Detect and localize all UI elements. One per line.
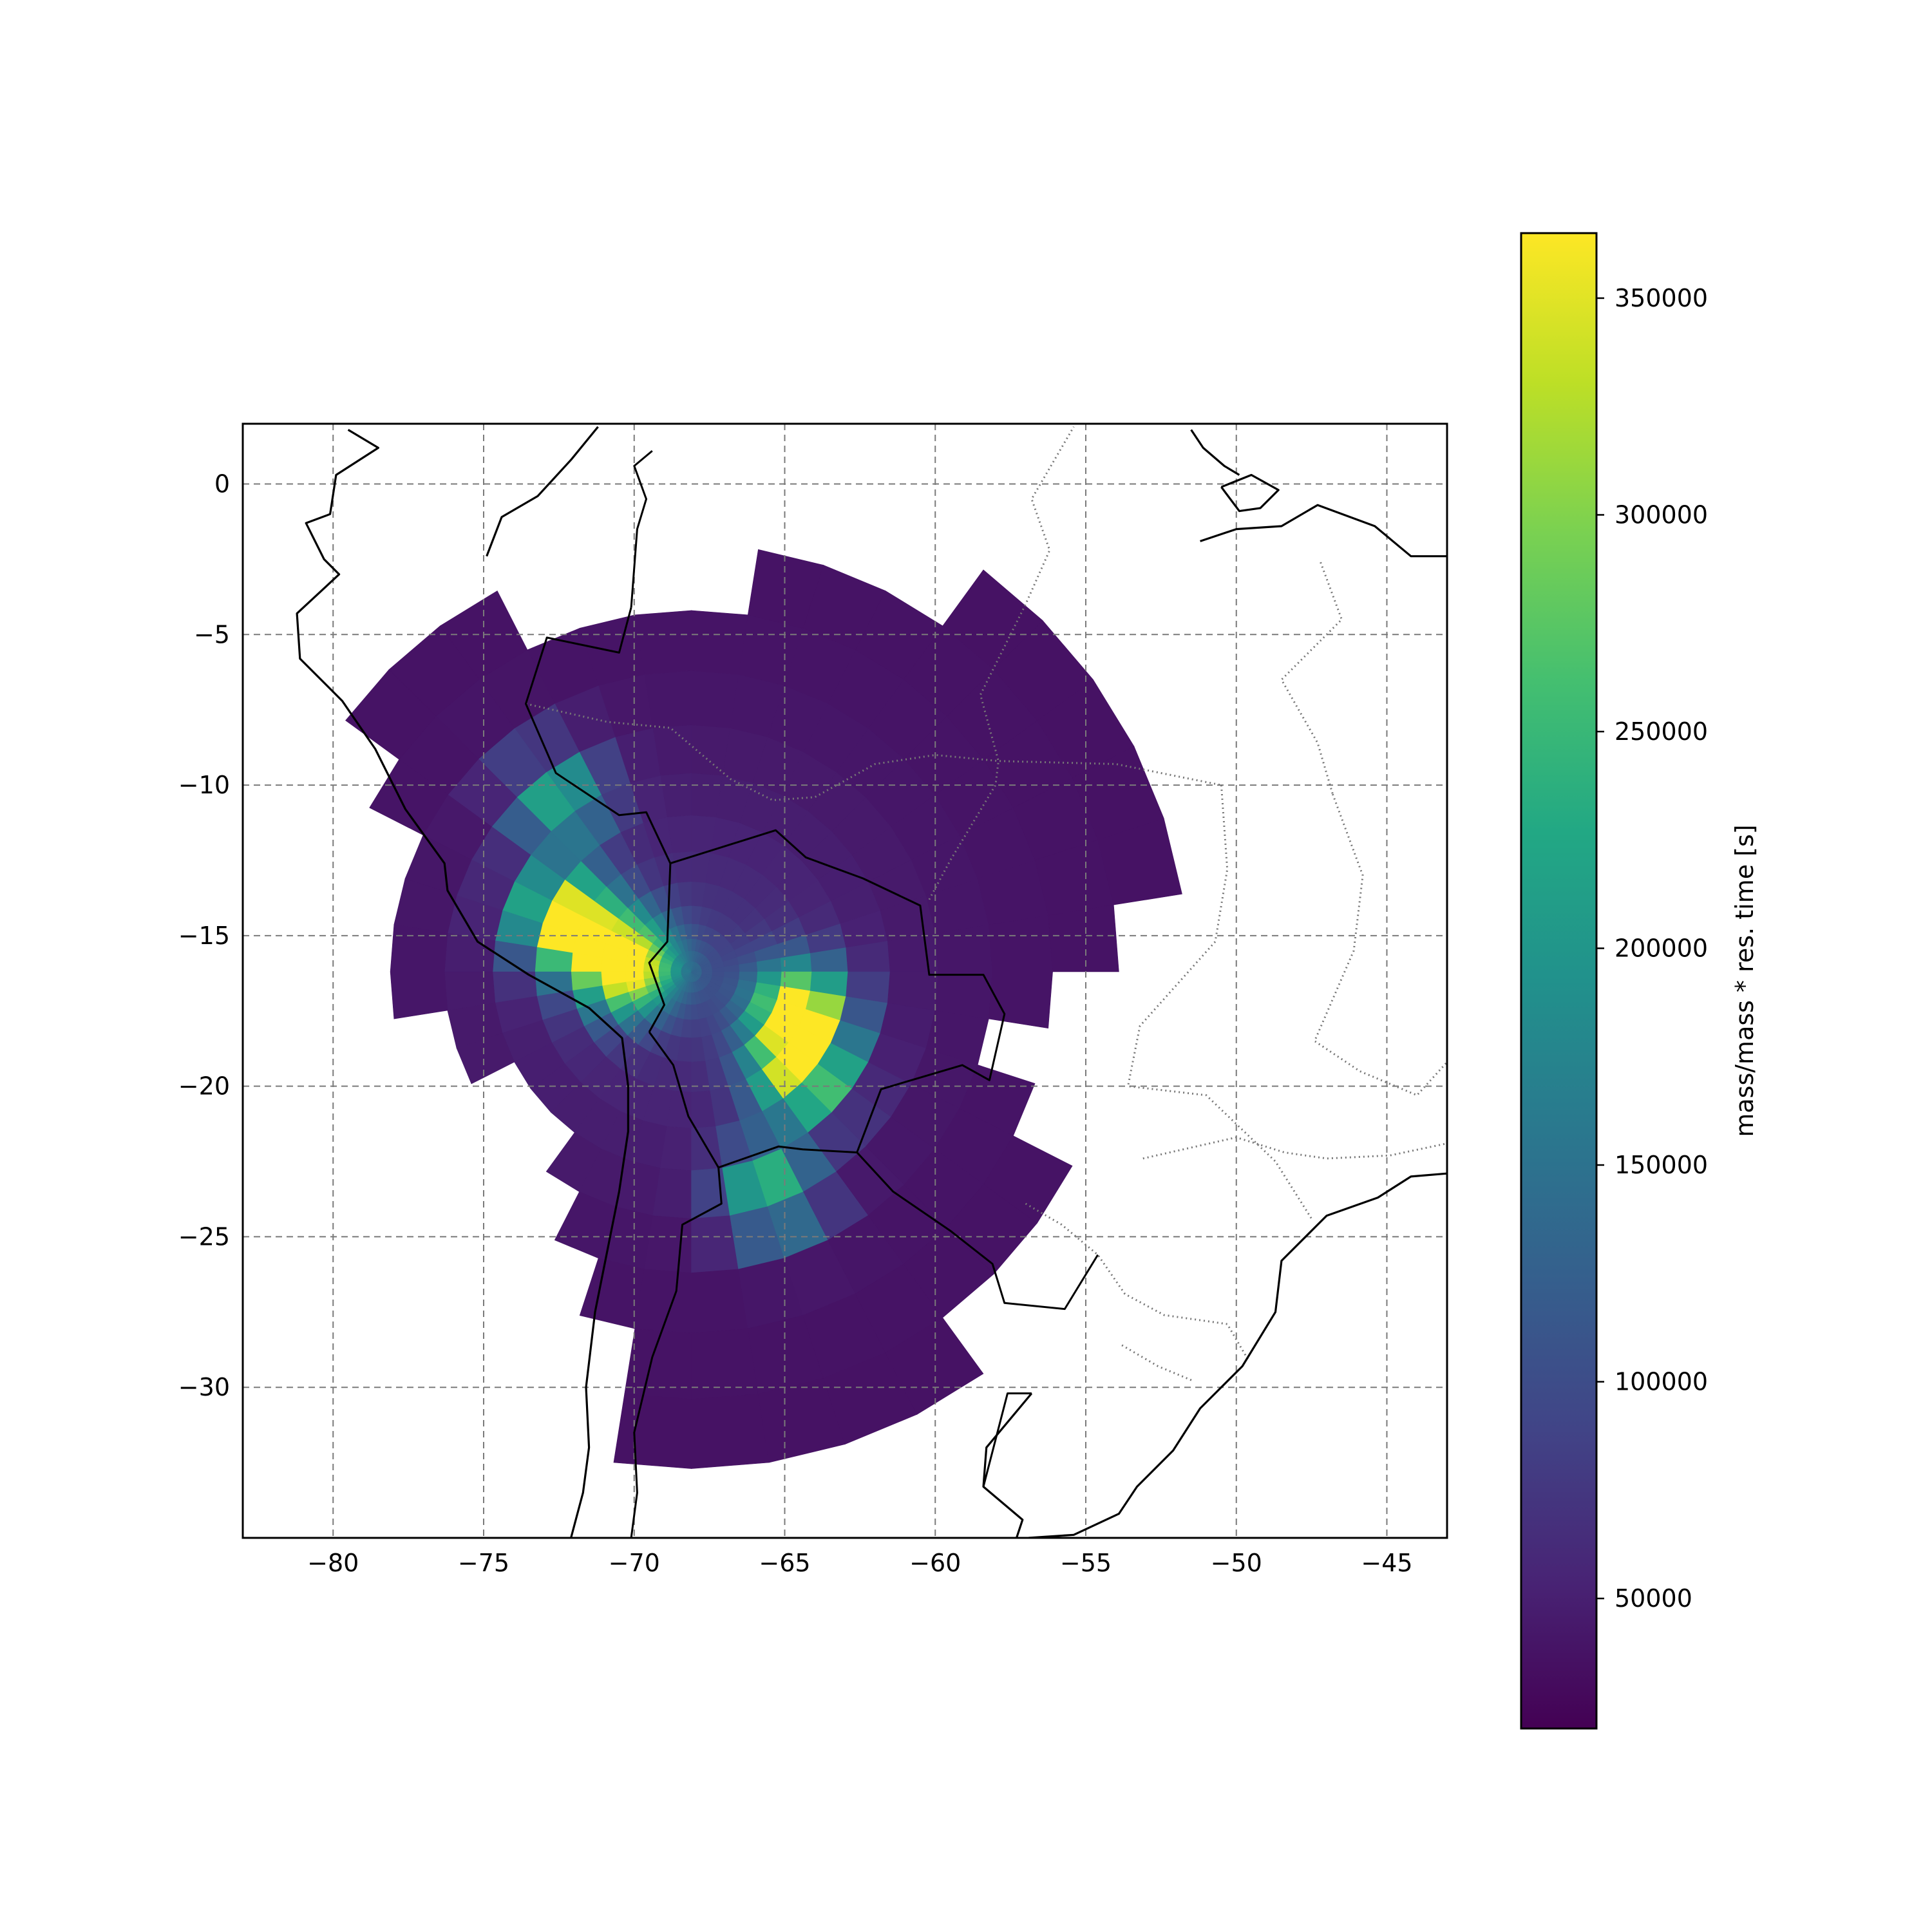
state-border-segment — [1280, 562, 1343, 795]
sector-cell — [934, 971, 993, 1019]
colorbar-tick-label: 350000 — [1615, 284, 1708, 312]
border-segment — [856, 1151, 1099, 1311]
sector-cell — [988, 971, 1053, 1029]
border-segment — [670, 829, 1006, 1169]
y-tick-label: 0 — [214, 470, 230, 498]
sector-cell — [613, 1394, 692, 1469]
x-tick-label: −75 — [458, 1549, 509, 1577]
x-tick-label: −70 — [609, 1549, 660, 1577]
sector-cell — [390, 971, 448, 1019]
sector-cell — [942, 569, 1043, 670]
sector-cell — [885, 1317, 984, 1415]
coastline-segment — [1220, 473, 1280, 513]
gridlines — [243, 424, 1447, 1538]
colorbar-tick-label: 250000 — [1615, 717, 1708, 746]
x-tick-label: −60 — [909, 1549, 961, 1577]
country-borders — [526, 426, 1447, 1383]
border-segment — [982, 1392, 1032, 1487]
colorbar-tick-label: 150000 — [1615, 1151, 1708, 1179]
x-axis: −80 −75 −70 −65 −60 −55 −50 −45 — [307, 1549, 1412, 1577]
y-axis: 0 −5 −10 −15 −20 −25 −30 — [178, 470, 230, 1402]
colorbar-tick-label: 300000 — [1615, 500, 1708, 529]
y-tick-label: −30 — [178, 1373, 230, 1401]
sector-cell — [959, 1065, 1036, 1137]
sector-cell — [691, 670, 739, 728]
colorbar-tick-label: 200000 — [1615, 934, 1708, 963]
sector-cell — [1048, 904, 1119, 972]
state-border-segment — [1121, 1344, 1195, 1383]
coastline — [296, 426, 1447, 1538]
y-tick-label: −20 — [178, 1072, 230, 1101]
x-tick-label: −55 — [1060, 1549, 1112, 1577]
colorbar-tick-label: 50000 — [1615, 1584, 1692, 1613]
coastline-segment — [1190, 429, 1240, 476]
sector-cell — [390, 924, 448, 972]
colorbar: 50000 100000 150000 200000 250000 300000 35000… — [1520, 232, 1759, 1730]
y-tick-label: −25 — [178, 1222, 230, 1251]
sector-cell — [456, 1032, 515, 1084]
border-segment — [630, 450, 653, 608]
state-border-segment — [1142, 1136, 1447, 1160]
y-tick-label: −5 — [194, 620, 230, 649]
sector-cell — [634, 1269, 692, 1334]
colorbar-tick-label: 100000 — [1615, 1368, 1708, 1396]
colorbar-ticks: 50000 100000 150000 200000 250000 300000 35000… — [1596, 284, 1708, 1613]
x-tick-label: −80 — [307, 1549, 359, 1577]
colorbar-label: mass/mass * res. time [s] — [1730, 824, 1759, 1137]
coastline-segment — [1200, 504, 1447, 558]
sector-cell — [691, 1328, 759, 1400]
y-tick-label: −15 — [178, 922, 230, 950]
sector-cell — [345, 669, 437, 760]
sector-cell — [691, 1394, 770, 1469]
x-tick-label: −65 — [759, 1549, 810, 1577]
sector-cell — [747, 549, 824, 629]
sector-cell — [634, 610, 692, 675]
coastline-segment — [1028, 1172, 1447, 1538]
colorbar-frame — [1520, 232, 1598, 1730]
sector-cell — [983, 1135, 1073, 1224]
sector-cell — [691, 1269, 748, 1334]
sector-cell — [988, 914, 1053, 972]
border-segment — [630, 1031, 723, 1538]
x-tick-label: −50 — [1211, 1549, 1262, 1577]
coastline-segment — [486, 426, 599, 557]
state-border-segment — [1313, 793, 1447, 1097]
state-border-segment — [1025, 1202, 1249, 1361]
residence-time-field — [345, 549, 1182, 1469]
y-tick-label: −10 — [178, 771, 230, 799]
map-frame — [242, 422, 1448, 1539]
x-tick-label: −45 — [1361, 1549, 1412, 1577]
border-segment — [525, 607, 672, 1033]
sector-cell — [691, 610, 748, 675]
colorbar-gradient — [1521, 233, 1596, 1728]
coastline-segment — [296, 429, 630, 1538]
